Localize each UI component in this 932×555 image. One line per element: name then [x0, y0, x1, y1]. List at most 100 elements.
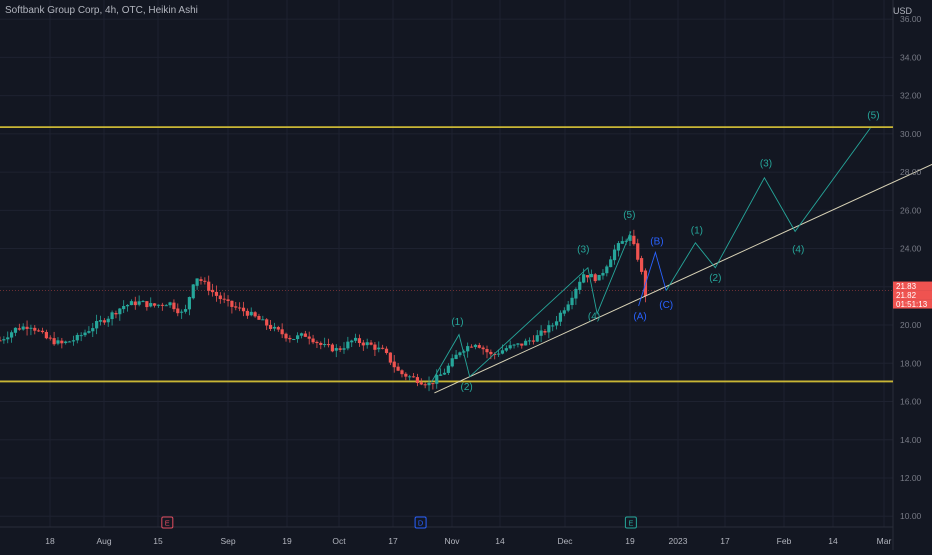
candle-bear [593, 274, 597, 282]
candle-bull [566, 304, 570, 311]
candle-bull [628, 235, 632, 241]
candle-bull [547, 325, 551, 333]
time-tick-label: Nov [444, 536, 460, 546]
candle-bear [203, 280, 207, 282]
time-axis[interactable]: 18 Aug 15 Sep 19 Oct 17 Nov 14 Dec 19 2023 17 Feb 14 Ma… [45, 536, 891, 546]
candle-bull [612, 249, 617, 261]
price-tick-label: 10.00 [900, 511, 922, 521]
candle-bull [346, 341, 350, 349]
candle-bull [13, 327, 18, 333]
candle-bull [597, 274, 601, 281]
candle-bear [145, 301, 149, 308]
time-tick-label: Oct [332, 536, 346, 546]
candle-bull [180, 311, 184, 313]
candle-bear [636, 243, 640, 260]
candle-bull [353, 337, 358, 341]
wave-label: (3) [577, 244, 589, 255]
candle-bull [106, 318, 110, 323]
price-tick-label: 28.00 [900, 167, 922, 177]
price-tick-label: 12.00 [900, 473, 922, 483]
candle-bear [381, 347, 385, 349]
candle-bear [361, 342, 365, 346]
candle-bear [284, 333, 288, 339]
candle-bear [176, 308, 180, 314]
price-tick-label: 24.00 [900, 244, 922, 254]
candle-bear [585, 275, 590, 278]
price-axis[interactable]: 10.0012.0014.0016.0018.0020.0022.0024.00… [900, 14, 922, 521]
price-tick-label: 16.00 [900, 397, 922, 407]
candle-bull [334, 348, 338, 351]
candle-bear [330, 344, 334, 352]
candle-bear [114, 313, 118, 315]
candle-bull [609, 259, 613, 268]
candle-bull [446, 365, 450, 373]
candle-bear [234, 306, 238, 308]
candle-bear [303, 333, 307, 337]
event-marker: E [161, 516, 174, 529]
currency-label: USD [892, 6, 912, 16]
candle-bear [245, 310, 249, 316]
candle-bear [485, 349, 489, 353]
candle-bear [531, 340, 535, 342]
candle-bear [307, 336, 311, 339]
candle-bear [230, 300, 234, 307]
time-tick-label: Dec [557, 536, 573, 546]
candle-bear [481, 347, 485, 350]
candle-bear [214, 291, 219, 296]
candle-bull [620, 241, 624, 244]
candle-bull [83, 332, 87, 336]
candle-bear [238, 307, 242, 309]
candle-bear [423, 384, 427, 386]
time-tick-label: 19 [625, 536, 635, 546]
candle-bull [272, 326, 277, 329]
time-tick-label: Mar [877, 536, 892, 546]
time-tick-label: Feb [777, 536, 792, 546]
candle-bull [125, 304, 130, 307]
candle-bear [392, 361, 396, 368]
time-tick-label: Aug [96, 536, 111, 546]
candle-bear [153, 303, 157, 306]
time-tick-label: 15 [153, 536, 163, 546]
candle-bull [527, 340, 532, 342]
candle-bull [442, 372, 447, 375]
candle-bull [95, 320, 99, 329]
event-marker-box [414, 516, 427, 529]
candle-bull [516, 343, 520, 345]
candle-bull [496, 353, 501, 355]
candle-bull [191, 284, 195, 299]
candle-bear [276, 327, 280, 330]
candle-bull [137, 301, 141, 305]
horizontal-levels [0, 126, 893, 383]
wave-label: (2) [709, 273, 721, 284]
time-tick-label: 17 [388, 536, 398, 546]
candle-bull [67, 341, 72, 343]
candle-bear [489, 351, 493, 355]
candle-bull [56, 340, 60, 344]
candle-bull [582, 274, 586, 283]
price-tick-label: 20.00 [900, 320, 922, 330]
candle-bull [71, 340, 76, 342]
candle-bull [458, 352, 462, 356]
candle-bear [357, 338, 362, 344]
candle-bull [91, 328, 95, 332]
candle-bull [342, 348, 346, 350]
candle-bear [210, 289, 215, 293]
candle-bull [149, 303, 153, 307]
candle-bull [574, 288, 578, 299]
candle-bear [288, 337, 292, 340]
wave-label: (5) [867, 111, 879, 122]
candle-bull [435, 374, 439, 384]
candle-bear [411, 376, 416, 378]
candle-bull [187, 297, 191, 310]
elliott-wave-path [430, 231, 632, 383]
candle-bear [404, 373, 408, 377]
candle-bear [226, 299, 230, 301]
candle-bull [249, 311, 253, 316]
candle-bull [535, 335, 539, 342]
candle-bull [466, 346, 470, 352]
wave-label: (B) [650, 237, 663, 248]
candle-bear [0, 340, 2, 342]
price-tick-label: 32.00 [900, 91, 922, 101]
